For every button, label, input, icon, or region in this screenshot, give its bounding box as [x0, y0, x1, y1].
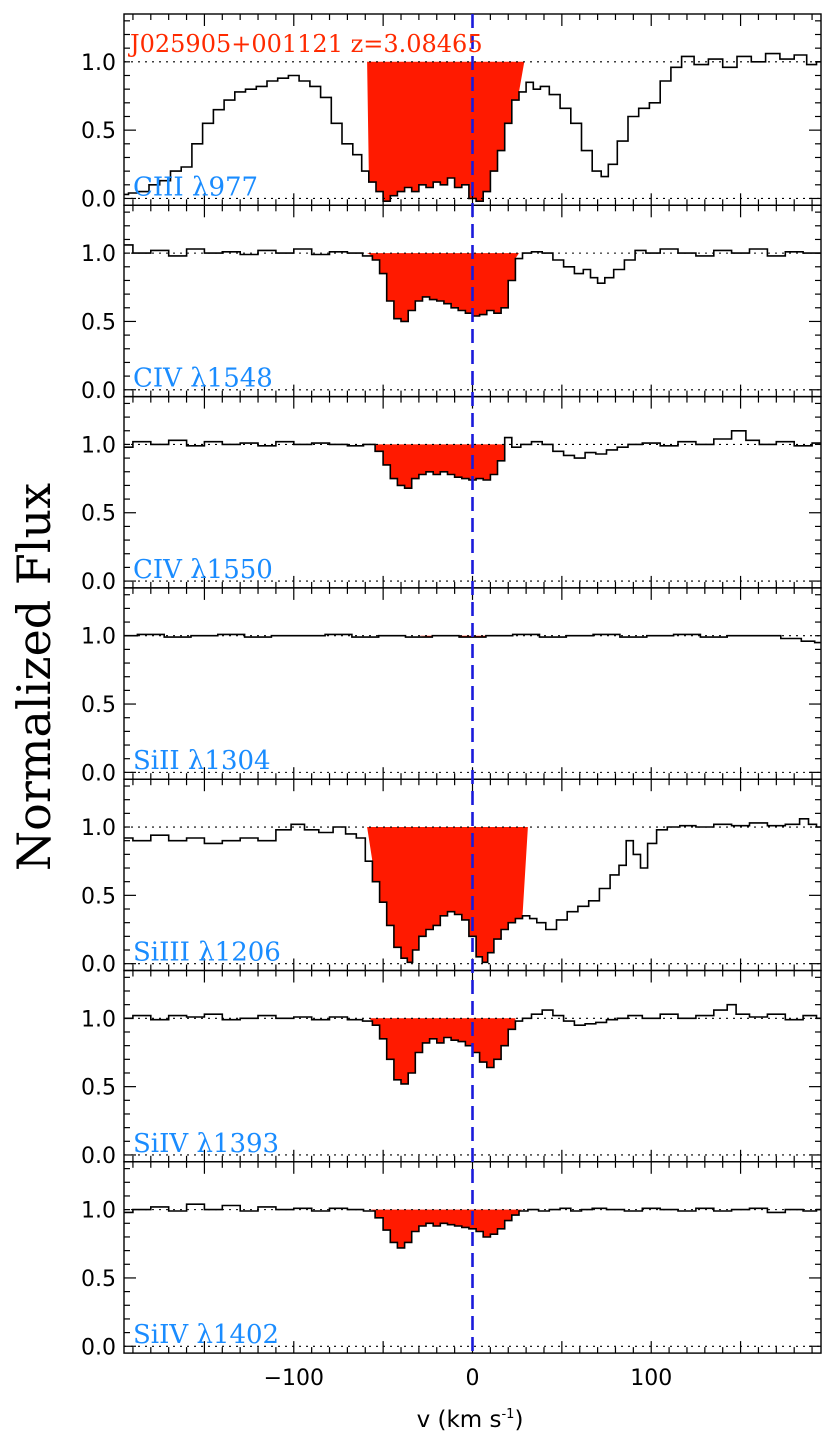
x-tick-label: 0 — [466, 1366, 480, 1391]
absorption-fill — [368, 1018, 516, 1084]
ion-label: CIV λ1548 — [133, 364, 273, 394]
panel-6: 0.0 0.5 1.0 SiIV λ1393 — [81, 969, 822, 1169]
spectrum-line — [124, 1203, 821, 1249]
y-tick-label: 0.0 — [81, 953, 116, 978]
y-tick-label: 1.0 — [81, 1199, 116, 1224]
spectrum-line — [124, 52, 821, 202]
absorption-fill — [367, 253, 519, 322]
y-tick-label: 0.0 — [81, 1144, 116, 1169]
ion-label: CIV λ1550 — [133, 555, 273, 585]
y-tick-label: 0.5 — [81, 119, 116, 144]
y-tick-label: 0.5 — [81, 1267, 116, 1292]
x-axis-label: v (km s-1) — [417, 1407, 524, 1433]
y-axis-label: Normalized Flux — [7, 483, 61, 871]
spectrum-line — [124, 818, 821, 964]
x-tick-labels: −100 0 100 — [264, 1366, 673, 1391]
x-tick-label: 100 — [630, 1366, 672, 1391]
y-tick-label: 0.5 — [81, 884, 116, 909]
x-tick-label: −100 — [264, 1366, 324, 1391]
ion-label: SiII λ1304 — [133, 746, 271, 776]
panel-2: 0.0 0.5 1.0 CIV λ1548 — [81, 204, 822, 404]
y-tick-label: 0.5 — [81, 1076, 116, 1101]
absorption-fill — [367, 827, 528, 963]
chart-title: J025905+001121 z=3.08465 — [127, 30, 483, 58]
y-tick-label: 0.5 — [81, 310, 116, 335]
ion-label: SiIV λ1402 — [133, 1320, 279, 1350]
x-axis-label-main: v (km s — [417, 1407, 502, 1433]
absorption-fill — [370, 1209, 523, 1248]
y-tick-label: 1.0 — [81, 433, 116, 458]
panel-4: 0.0 0.5 1.0 SiII λ1304 — [81, 587, 822, 786]
absorption-fill — [370, 444, 512, 489]
y-tick-label: 1.0 — [81, 816, 116, 841]
x-axis-label-exp: -1 — [501, 1407, 514, 1422]
absorption-fill — [367, 61, 525, 202]
ion-label: SiIV λ1393 — [133, 1129, 279, 1159]
y-tick-label: 0.0 — [81, 379, 116, 404]
spectrum-line — [124, 633, 821, 644]
y-tick-label: 0.5 — [81, 502, 116, 527]
y-tick-label: 0.0 — [81, 570, 116, 595]
y-tick-label: 0.0 — [81, 187, 116, 212]
panel-3: 0.0 0.5 1.0 CIV λ1550 — [81, 395, 822, 595]
x-axis-label-close: ) — [514, 1407, 523, 1433]
y-tick-label: 1.0 — [81, 1007, 116, 1032]
ion-label: CIII λ977 — [133, 172, 258, 202]
y-tick-label: 1.0 — [81, 242, 116, 267]
y-tick-label: 0.0 — [81, 1335, 116, 1360]
spectrum-line — [124, 1003, 821, 1085]
y-tick-label: 1.0 — [81, 625, 116, 650]
y-tick-label: 1.0 — [81, 51, 116, 76]
y-tick-label: 0.0 — [81, 761, 116, 786]
panel-1: 0.0 0.5 1.0 CIII λ977 — [81, 13, 822, 212]
ion-label: SiIII λ1206 — [133, 938, 281, 968]
panel-7: 0.0 0.5 1.0 SiIV λ1402 — [81, 1161, 822, 1360]
panel-5: 0.0 0.5 1.0 SiIII λ1206 — [81, 778, 822, 978]
y-tick-label: 0.5 — [81, 693, 116, 718]
